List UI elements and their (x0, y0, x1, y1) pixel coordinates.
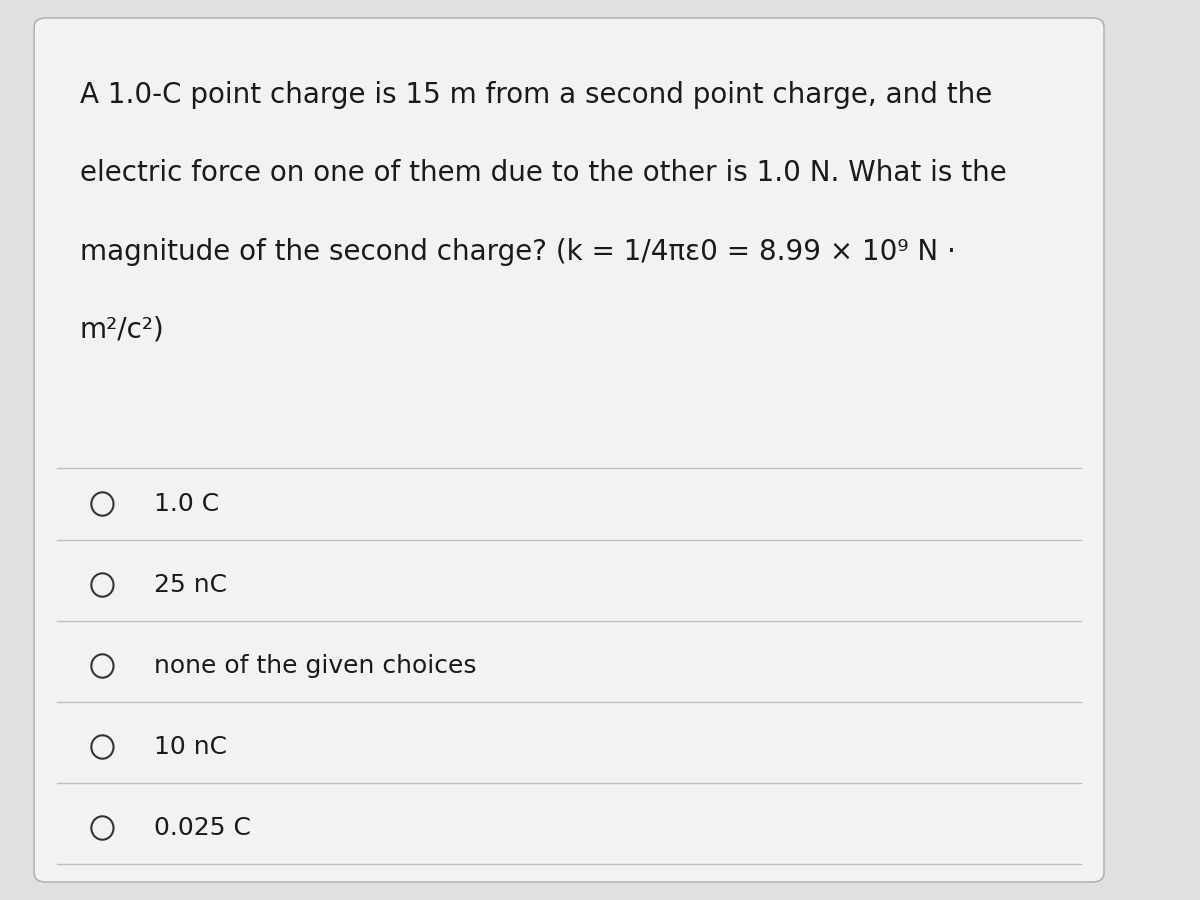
Text: none of the given choices: none of the given choices (154, 654, 476, 678)
Text: m²/c²): m²/c²) (79, 316, 164, 344)
Text: 25 nC: 25 nC (154, 573, 227, 597)
Text: 0.025 C: 0.025 C (154, 816, 251, 840)
Text: electric force on one of them due to the other is 1.0 N. What is the: electric force on one of them due to the… (79, 159, 1007, 187)
FancyBboxPatch shape (34, 18, 1104, 882)
Text: 1.0 C: 1.0 C (154, 492, 218, 516)
Text: magnitude of the second charge? (k = 1/4πε0 = 8.99 × 10⁹ N ·: magnitude of the second charge? (k = 1/4… (79, 238, 955, 266)
Text: A 1.0-C point charge is 15 m from a second point charge, and the: A 1.0-C point charge is 15 m from a seco… (79, 81, 992, 109)
Text: 10 nC: 10 nC (154, 735, 227, 759)
